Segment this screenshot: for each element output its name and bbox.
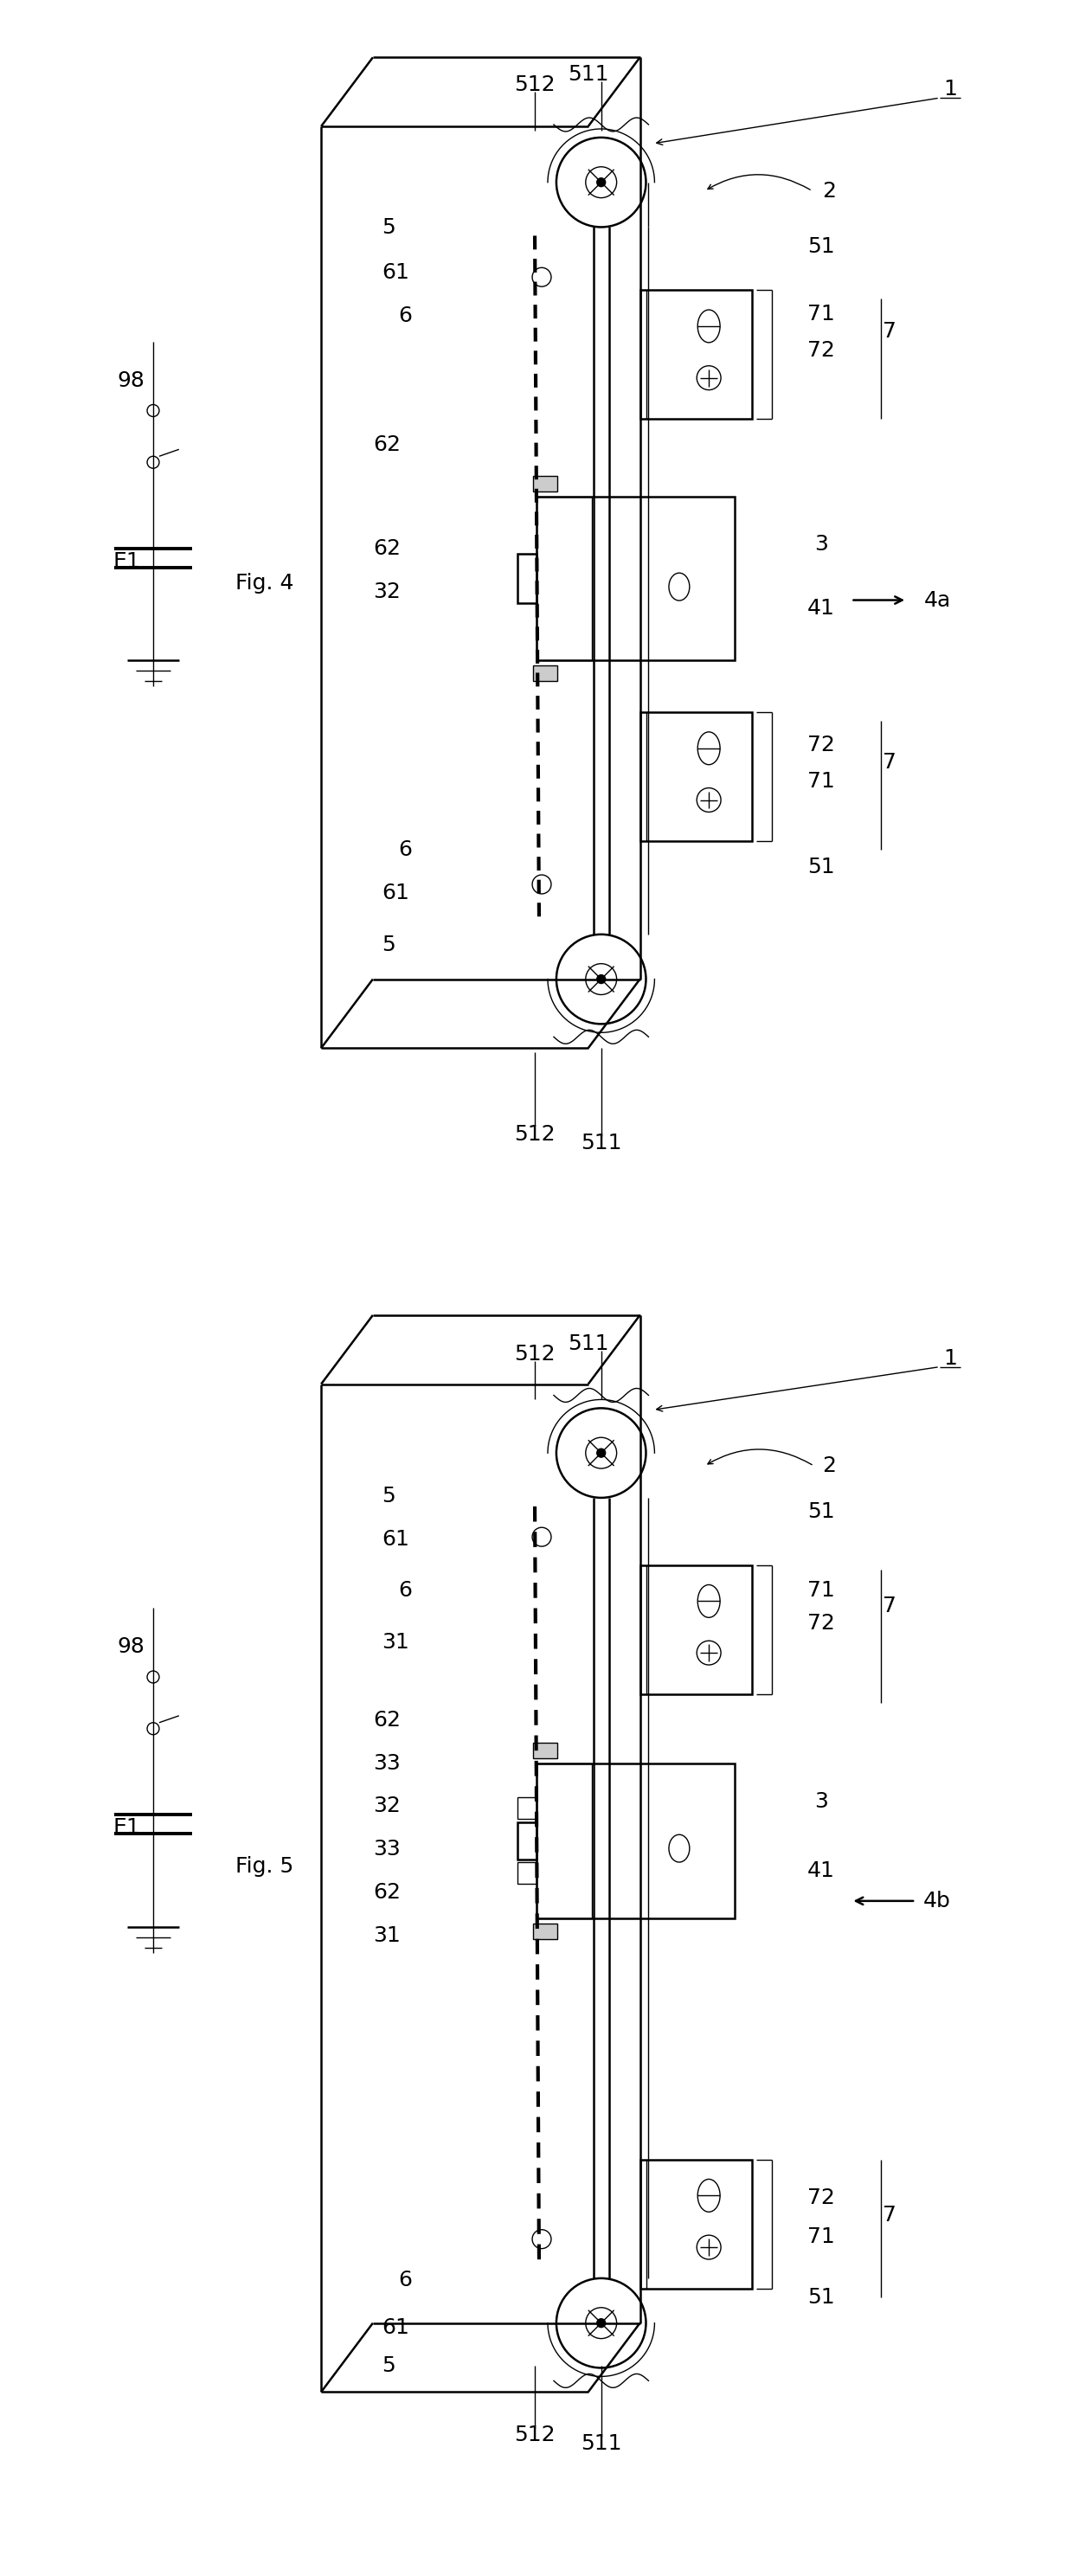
Text: 6: 6	[399, 1582, 413, 1602]
Text: E1: E1	[113, 1816, 140, 1839]
Text: 72: 72	[807, 734, 835, 755]
Bar	[640, 1566, 752, 1695]
Text: 71: 71	[807, 304, 834, 325]
Text: 512: 512	[514, 75, 555, 95]
Bar	[518, 1862, 536, 1883]
Text: 511: 511	[568, 64, 609, 85]
Text: 71: 71	[807, 1582, 834, 1602]
Text: 1: 1	[944, 1347, 957, 1368]
Text: 61: 61	[381, 884, 409, 904]
Text: 5: 5	[381, 1486, 395, 1507]
Circle shape	[597, 2318, 606, 2326]
Text: 62: 62	[372, 1883, 401, 1904]
Text: 71: 71	[807, 2226, 834, 2246]
Text: 61: 61	[381, 1528, 409, 1551]
Text: 511: 511	[581, 1133, 621, 1154]
Text: 3: 3	[814, 1790, 828, 1814]
Text: 62: 62	[372, 435, 401, 456]
Text: 5: 5	[381, 2354, 395, 2378]
Text: 512: 512	[514, 1123, 555, 1144]
Text: 6: 6	[399, 2269, 413, 2290]
Text: 98: 98	[117, 1636, 144, 1656]
Text: 511: 511	[568, 1334, 609, 1355]
Text: 1: 1	[944, 80, 957, 100]
Text: Fig. 5: Fig. 5	[235, 1857, 293, 1878]
Bar	[640, 291, 752, 420]
Text: 2: 2	[822, 180, 836, 201]
Text: 3: 3	[814, 533, 828, 554]
Bar	[536, 1762, 592, 1919]
Text: 512: 512	[514, 1345, 555, 1365]
Text: Fig. 4: Fig. 4	[235, 572, 293, 592]
Text: 511: 511	[581, 2434, 621, 2455]
Text: 5: 5	[381, 935, 395, 956]
Text: 62: 62	[372, 1710, 401, 1731]
Text: 6: 6	[399, 840, 413, 860]
Bar	[533, 665, 557, 680]
Text: E1: E1	[113, 551, 140, 572]
Text: 7: 7	[883, 1597, 897, 1618]
Text: 33: 33	[372, 1839, 401, 1860]
Text: 62: 62	[372, 538, 401, 559]
Text: 4a: 4a	[923, 590, 950, 611]
Text: 61: 61	[381, 2316, 409, 2339]
Bar	[536, 1762, 735, 1919]
Text: 72: 72	[807, 340, 835, 361]
Bar	[518, 554, 536, 603]
Text: 51: 51	[807, 2287, 834, 2308]
Text: 72: 72	[807, 1613, 835, 1633]
Text: 33: 33	[372, 1752, 401, 1772]
Circle shape	[597, 1448, 606, 1458]
Text: 7: 7	[883, 752, 897, 773]
Text: 5: 5	[381, 216, 395, 240]
Text: 31: 31	[381, 1633, 409, 1654]
Bar	[533, 1741, 557, 1757]
Text: 6: 6	[399, 307, 413, 327]
Text: 61: 61	[381, 263, 409, 283]
Text: 41: 41	[807, 1860, 835, 1880]
Bar	[518, 1821, 536, 1860]
Text: 51: 51	[807, 237, 834, 258]
Text: 72: 72	[807, 2187, 835, 2208]
Text: 2: 2	[822, 1455, 836, 1476]
Text: 51: 51	[807, 1502, 834, 1522]
Circle shape	[597, 178, 606, 185]
Text: 71: 71	[807, 770, 834, 791]
Text: 32: 32	[372, 1795, 401, 1816]
Text: 7: 7	[883, 322, 897, 343]
Text: 7: 7	[883, 2205, 897, 2226]
Bar	[536, 497, 735, 659]
Text: 4b: 4b	[923, 1891, 951, 1911]
Circle shape	[597, 974, 606, 984]
Bar	[533, 477, 557, 492]
Text: 512: 512	[514, 2424, 555, 2445]
Text: 51: 51	[807, 858, 834, 878]
Text: 31: 31	[372, 1924, 401, 1945]
Bar	[640, 2159, 752, 2287]
Text: 32: 32	[372, 582, 401, 603]
Bar	[640, 711, 752, 842]
Text: 98: 98	[117, 371, 144, 392]
Bar	[533, 1924, 557, 1940]
Bar	[536, 497, 592, 659]
Text: 41: 41	[807, 598, 835, 618]
Bar	[518, 1798, 536, 1819]
